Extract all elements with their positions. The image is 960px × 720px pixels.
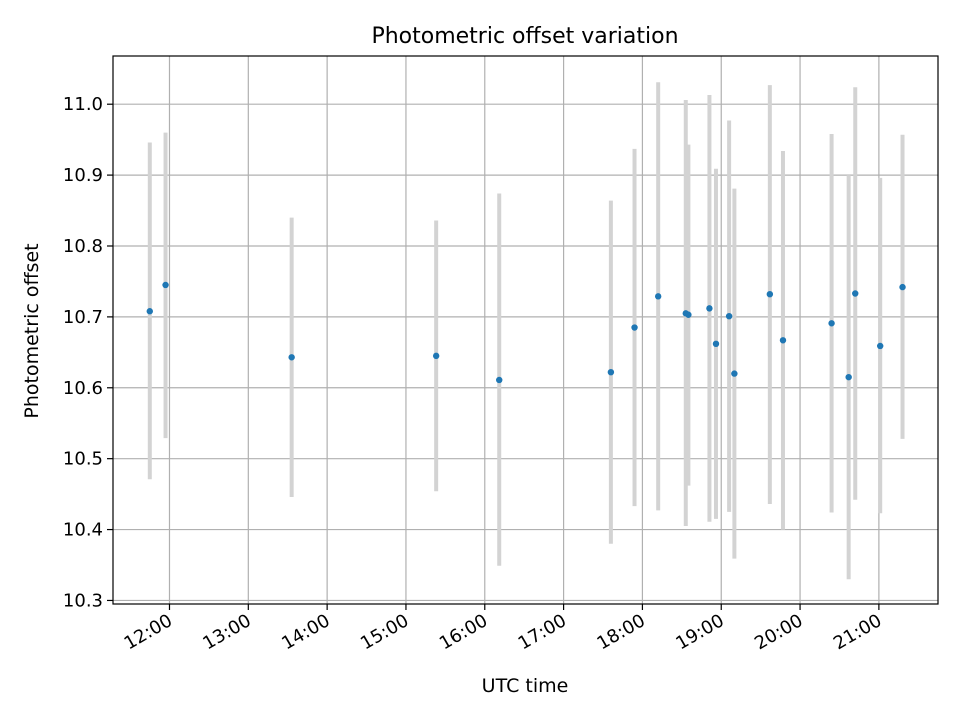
x-axis-label: UTC time [482,675,569,697]
y-tick-label: 10.4 [63,520,103,541]
data-point [496,376,503,384]
y-tick-label: 10.7 [63,307,103,328]
data-point [631,324,638,331]
y-tick-label: 10.8 [63,236,103,257]
y-axis-ticks: 10.3 10.4 10.5 10.6 10.7 10.8 10.9 11.0 [63,94,113,611]
data-point [731,370,738,377]
data-point [899,283,906,291]
data-point [432,352,440,360]
y-tick-label: 10.9 [63,165,103,186]
chart-title: Photometric offset variation [371,24,678,49]
y-tick-label: 10.3 [63,590,103,611]
y-tick-label: 10.5 [63,449,103,470]
y-tick-label: 11.0 [63,94,103,115]
data-point [706,305,713,312]
data-point [288,354,295,361]
data-point [162,281,169,289]
data-point [712,340,720,348]
data-point [828,320,835,327]
data-point [852,290,859,297]
data-point [876,342,884,350]
data-point [725,312,733,320]
data-point [146,308,153,315]
y-tick-label: 10.6 [63,378,103,399]
data-point [685,311,692,318]
data-point [607,368,615,376]
data-points [146,281,906,384]
data-point [779,337,787,344]
plot-frame [112,55,939,605]
y-axis-label: Photometric offset [21,243,43,418]
data-point [654,293,662,300]
data-point [766,290,774,298]
data-point [845,373,852,381]
